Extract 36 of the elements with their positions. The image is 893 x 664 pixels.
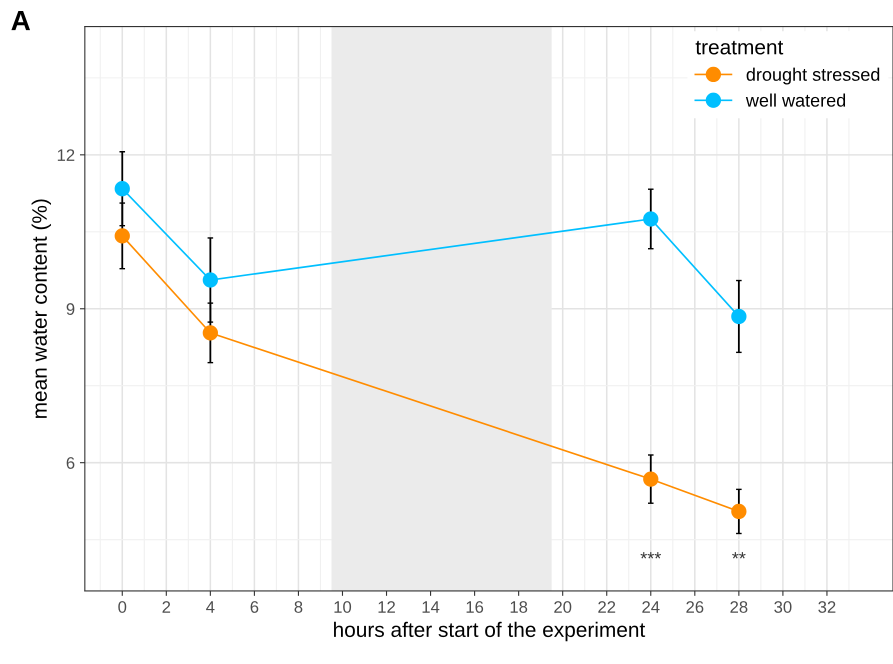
x-tick-label: 24: [642, 601, 660, 613]
y-tick-label: 9: [66, 303, 74, 315]
x-tick-label: 20: [554, 601, 572, 613]
legend-label: well watered: [746, 94, 846, 107]
point: [114, 181, 130, 196]
point: [731, 504, 746, 520]
x-tick-label: 28: [730, 601, 748, 613]
x-tick-label: 16: [466, 601, 484, 613]
x-tick-label: 0: [118, 601, 126, 613]
x-tick-label: 22: [598, 601, 616, 613]
y-tick-label: 12: [58, 149, 74, 161]
point: [202, 325, 218, 341]
x-tick-label: 8: [294, 601, 302, 613]
x-tick-label: 30: [774, 601, 792, 613]
point: [643, 471, 658, 487]
x-tick-label: 4: [206, 601, 214, 613]
point: [114, 228, 130, 244]
x-tick-label: 12: [378, 601, 395, 613]
legend-title: treatment: [696, 40, 784, 54]
x-tick-label: 2: [162, 601, 170, 613]
annotation: ***: [640, 552, 662, 559]
chart-title: A: [11, 10, 30, 30]
point: [731, 308, 746, 324]
y-axis-title: mean water content (%): [32, 199, 52, 418]
x-tick-label: 14: [422, 601, 440, 613]
point: [643, 211, 658, 227]
x-tick-label: 10: [334, 601, 352, 613]
x-tick-label: 26: [686, 601, 704, 613]
legend-label: drought stressed: [746, 68, 880, 84]
annotation: **: [732, 552, 746, 559]
x-axis-title: hours after start of the experiment: [334, 622, 646, 642]
x-tick-label: 18: [510, 601, 528, 613]
x-tick-label: 32: [818, 601, 836, 613]
point: [202, 272, 218, 288]
x-tick-label: 6: [250, 601, 258, 613]
y-tick-label: 6: [66, 457, 74, 469]
